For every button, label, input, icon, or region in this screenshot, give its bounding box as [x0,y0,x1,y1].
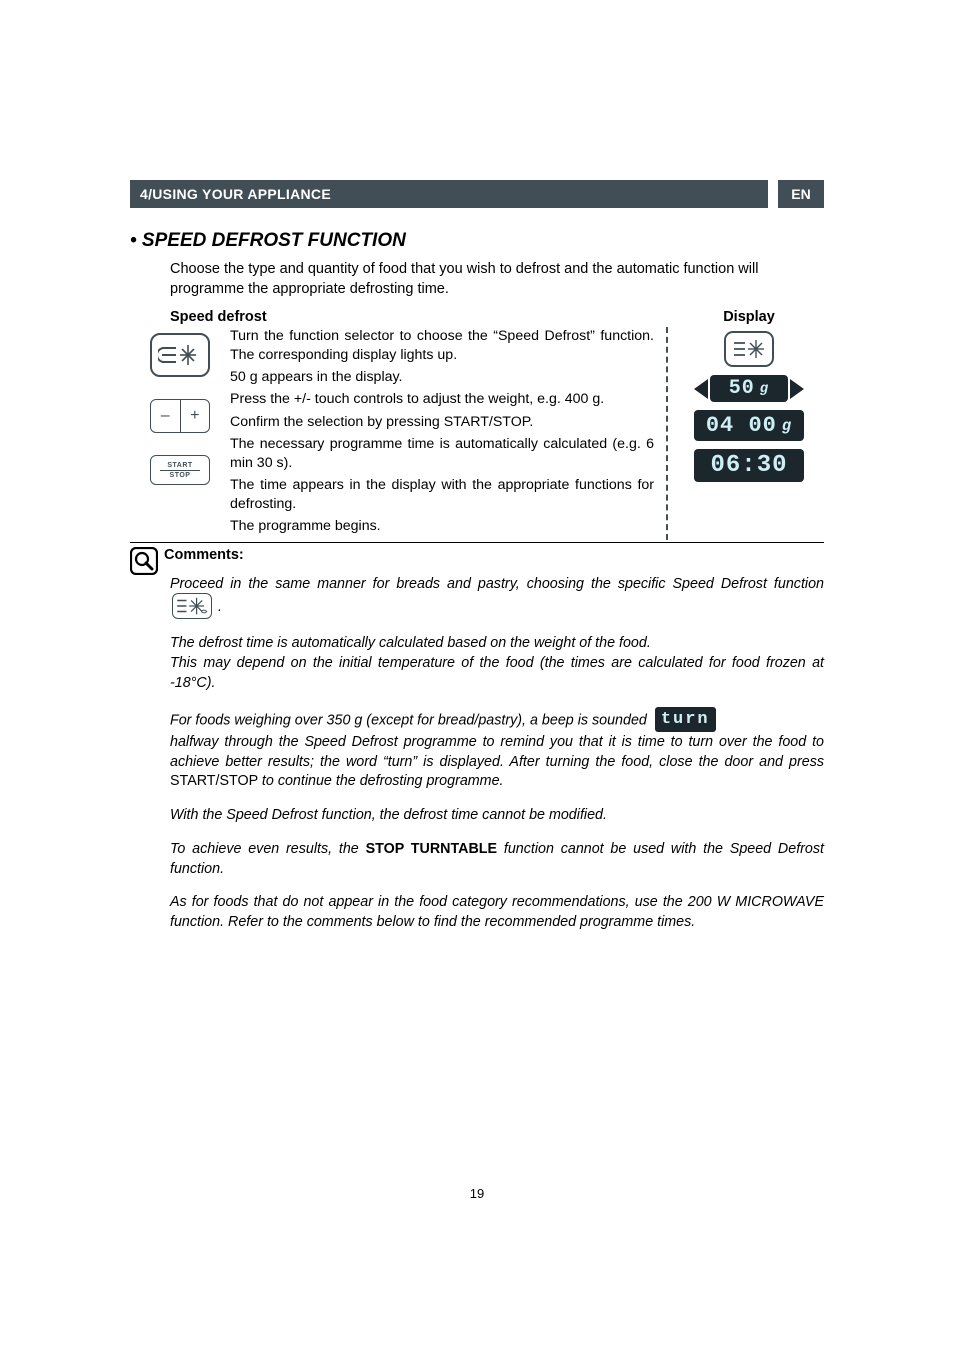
section-title: • SPEED DEFROST FUNCTION [130,230,824,252]
step-text: Confirm the selection by pressing START/… [230,413,654,431]
comment-paragraph: With the Speed Defrost function, the def… [170,806,824,826]
comment-text: The defrost time is automatically calcul… [170,635,651,651]
section-banner: 4/USING YOUR APPLIANCE [130,180,768,208]
column-header-left: Speed defrost [170,309,674,325]
step-text: Turn the function selector to choose the… [230,327,654,364]
comment-paragraph: For foods weighing over 350 g (except fo… [170,708,824,793]
speed-defrost-selector-icon [150,333,210,377]
turn-lcd-icon: turn [655,707,716,732]
start-stop-control-icon: START STOP [150,455,210,485]
step-text: 50 g appears in the display. [230,368,654,386]
magnifier-icon [130,547,158,575]
comment-text-bold: STOP TURNTABLE [366,841,498,857]
comment-text: to continue the defrosting programme. [262,773,504,789]
comment-text: . [218,599,222,615]
comment-text: halfway through the Speed Defrost progra… [170,734,824,770]
display-set-weight-lcd: 04 00 g [694,410,804,441]
display-weight-lcd: 50 g [694,375,804,402]
page-number: 19 [0,1186,954,1201]
section-intro: Choose the type and quantity of food tha… [170,260,824,299]
stop-label: STOP [170,472,191,479]
lcd-value: 04 00 [706,413,777,438]
column-header-right: Display [674,309,824,325]
column-divider [666,327,668,540]
comment-paragraph: The defrost time is automatically calcul… [170,634,824,693]
start-label: START [167,462,192,469]
minus-label: – [151,400,180,432]
comments-heading: Comments: [164,547,244,563]
step-text: The programme begins. [230,517,654,535]
comment-text: To achieve even results, the [170,841,366,857]
display-mode-icon [724,331,774,367]
step-text: The time appears in the display with the… [230,476,654,513]
comment-paragraph: Proceed in the same manner for breads an… [170,575,824,621]
comment-text: START/STOP [170,773,258,789]
lcd-value: 50 [729,377,755,400]
lcd-value: 06:30 [710,452,787,479]
comment-paragraph: As for foods that do not appear in the f… [170,893,824,932]
lcd-unit: g [760,381,769,397]
plus-label: + [181,400,210,432]
comment-text: This may depend on the initial temperatu… [170,655,824,691]
bread-defrost-icon [172,593,212,619]
comment-paragraph: To achieve even results, the STOP TURNTA… [170,840,824,879]
language-badge: EN [778,180,824,208]
comment-text: Proceed in the same manner for breads an… [170,576,824,592]
display-time-lcd: 06:30 [694,449,804,482]
plus-minus-control-icon: – + [150,399,210,433]
step-text: Press the +/- touch controls to adjust t… [230,390,654,408]
step-text: The necessary programme time is automati… [230,435,654,472]
comment-text: For foods weighing over 350 g (except fo… [170,712,651,728]
separator-line [130,542,824,543]
lcd-unit: g [782,417,792,435]
